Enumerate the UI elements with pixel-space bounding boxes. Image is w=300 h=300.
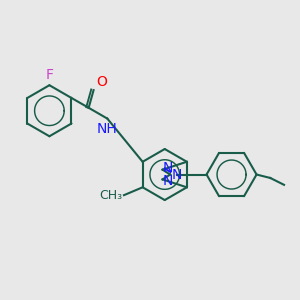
Text: CH₃: CH₃ <box>99 189 122 202</box>
Text: F: F <box>45 68 53 82</box>
Text: N: N <box>162 161 172 175</box>
Text: N: N <box>162 174 172 188</box>
Text: NH: NH <box>97 122 118 136</box>
Text: O: O <box>96 75 107 89</box>
Text: N: N <box>171 167 182 182</box>
